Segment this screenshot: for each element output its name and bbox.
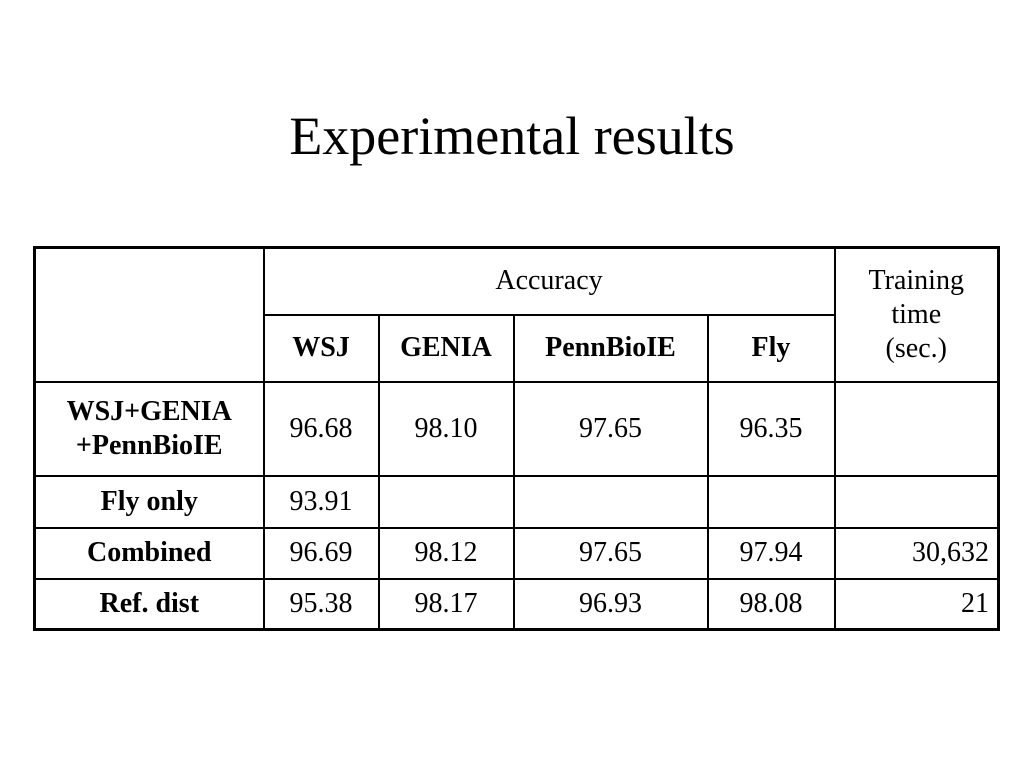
accuracy-cell: 98.12 <box>377 526 515 580</box>
column-header: Fly <box>706 313 836 383</box>
header-row: Accuracy Training time (sec.) <box>33 246 1000 383</box>
accuracy-cell: 96.68 <box>262 380 380 477</box>
empty-cell <box>833 380 1000 477</box>
column-header: WSJ <box>262 313 380 383</box>
accuracy-cell: 98.10 <box>377 380 515 477</box>
accuracy-cell: 96.35 <box>706 380 836 477</box>
time-cell: 21 <box>833 577 1000 631</box>
corner-cell <box>33 246 265 383</box>
accuracy-cell: 95.38 <box>262 577 380 631</box>
data-row: Combined 96.69 98.12 97.65 97.94 30,632 <box>33 526 1000 580</box>
table-body: Accuracy Training time (sec.) WSJ GENIA Pe… <box>33 246 1000 631</box>
time-cell: 30,632 <box>833 526 1000 580</box>
accuracy-cell: 97.65 <box>512 380 709 477</box>
row-label: Combined <box>33 526 265 580</box>
accuracy-cell: 97.65 <box>512 526 709 580</box>
row-label: Fly only <box>33 474 265 529</box>
empty-cell <box>706 474 836 529</box>
data-row: WSJ+GENIA +PennBioIE 96.68 98.10 97.65 96.35 <box>33 380 1000 477</box>
column-header: PennBioIE <box>512 313 709 383</box>
accuracy-cell: 97.94 <box>706 526 836 580</box>
accuracy-cell: 98.08 <box>706 577 836 631</box>
accuracy-cell: 96.93 <box>512 577 709 631</box>
row-label: WSJ+GENIA +PennBioIE <box>33 380 265 477</box>
empty-cell <box>833 474 1000 529</box>
results-table: Accuracy Training time (sec.) WSJ GENIA Pe… <box>33 246 1000 631</box>
empty-cell <box>377 474 515 529</box>
group-header: Accuracy <box>262 246 836 316</box>
empty-cell <box>512 474 709 529</box>
data-row: Ref. dist 95.38 98.17 96.93 98.08 21 <box>33 577 1000 631</box>
time-header: Training time (sec.) <box>833 246 1000 383</box>
row-label: Ref. dist <box>33 577 265 631</box>
accuracy-cell: 93.91 <box>262 474 380 529</box>
column-header: GENIA <box>377 313 515 383</box>
accuracy-cell: 96.69 <box>262 526 380 580</box>
slide-title: Experimental results <box>289 106 735 166</box>
accuracy-cell: 98.17 <box>377 577 515 631</box>
data-row: Fly only 93.91 <box>33 474 1000 529</box>
column-header-row: WSJ GENIA PennBioIE Fly <box>35 313 999 383</box>
